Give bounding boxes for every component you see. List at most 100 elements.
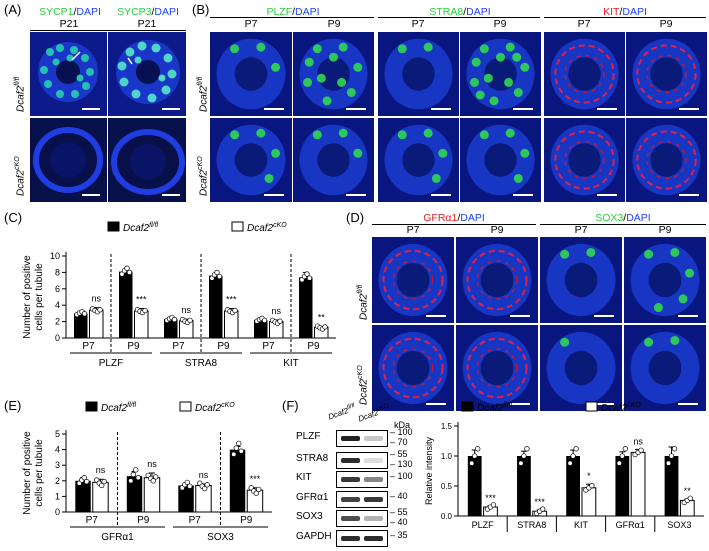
micrograph-d-sox3-p9-flfl bbox=[624, 237, 706, 323]
chart-e-dot-flfl-GFRα1-P9-0 bbox=[128, 478, 134, 484]
chart-f-dot-flfl-SOX3-2 bbox=[671, 446, 678, 452]
chart-e-sig-SOX3-P9: *** bbox=[250, 474, 261, 484]
chart-c-dot-flfl-KIT-P7-3 bbox=[261, 317, 268, 324]
chart-f-dot-flfl-GFRα1-0 bbox=[616, 460, 622, 466]
chart-c-tp-KIT-P9: P9 bbox=[307, 341, 320, 352]
chart-e-tp-GFRα1-P9: P9 bbox=[137, 515, 150, 526]
panel-d-rule-1 bbox=[372, 224, 536, 225]
chart-e-sig-SOX3-P7: ns bbox=[199, 470, 209, 480]
chart-e-dot-cko-GFRα1-P7-3 bbox=[101, 478, 107, 485]
blot-strip-5 bbox=[336, 530, 388, 547]
chart-f-dot-cko-GFRα1-2 bbox=[638, 447, 644, 453]
chart-f-ylabel: Relative intensity bbox=[424, 436, 434, 505]
chart-c-sig-STRA8-P7: ns bbox=[181, 305, 191, 315]
blot-label-1: STRA8 bbox=[296, 453, 329, 464]
blot-marker-2: – 55 bbox=[390, 449, 408, 459]
chart-f-dot-flfl-GFRα1-1 bbox=[619, 453, 625, 459]
chart-e-dot-flfl-SOX3-P9-1 bbox=[233, 445, 239, 451]
panel-label-c: (C) bbox=[4, 210, 23, 225]
panel-d-header-sox3: SOX3/DAPI bbox=[595, 212, 651, 224]
chart-f-dot-flfl-PLZF-1 bbox=[472, 453, 478, 459]
panel-b-rule-3 bbox=[544, 17, 706, 18]
chart-e-sig-GFRα1-P7: ns bbox=[96, 465, 106, 475]
panel-b-header-plzf: PLZF/DAPI bbox=[266, 6, 320, 18]
micrograph-d-sox3-p7-flfl bbox=[540, 237, 622, 323]
chart-e-ytick-label-5: 5 bbox=[55, 429, 60, 439]
chart-e-dot-cko-SOX3-P7-3 bbox=[204, 482, 210, 488]
chart-f-xlabel-SOX3: SOX3 bbox=[667, 520, 691, 530]
chart-e-legend-swatch-cko bbox=[179, 401, 192, 412]
panel-b-row-label-flfl: Dcaf2fl/fl bbox=[197, 76, 210, 112]
panel-b-tp-6: P9 bbox=[659, 18, 673, 30]
chart-f-dot-flfl-STRA8-0 bbox=[518, 460, 524, 466]
panel-b-rule-1 bbox=[210, 17, 374, 18]
chart-f-ytick-label-2: 1.0 bbox=[441, 452, 453, 461]
chart-e-sig-GFRα1-P9: ns bbox=[147, 459, 157, 469]
chart-e-dot-cko-GFRα1-P7-2 bbox=[99, 482, 105, 489]
chart-f-legend-flfl: Dcaf2fl/fl bbox=[477, 402, 513, 414]
micrograph-a-sycp1-cko bbox=[30, 118, 107, 202]
chart-f-ytick-label-3: 1.5 bbox=[441, 422, 453, 431]
chart-f-legend-swatch-cko bbox=[585, 401, 598, 412]
chart-f-dot-flfl-STRA8-1 bbox=[521, 453, 527, 459]
chart-e-tp-SOX3-P7: P7 bbox=[189, 515, 202, 526]
chart-c-bar-flfl-KIT-P9 bbox=[299, 277, 313, 338]
chart-c-bar-cko-STRA8-P9 bbox=[224, 310, 239, 339]
panel-a-timepoint-1: P21 bbox=[59, 18, 79, 30]
chart-c-dot-cko-KIT-P9-3 bbox=[322, 324, 328, 330]
chart-f-dot-flfl-STRA8-2 bbox=[524, 446, 530, 452]
panel-b-header-stra8: STRA8/DAPI bbox=[429, 6, 491, 18]
chart-f-legend-swatch-flfl bbox=[461, 401, 474, 412]
chart-f-dot-flfl-PLZF-0 bbox=[469, 460, 475, 466]
blot-label-5: GAPDH bbox=[296, 531, 332, 542]
chart-f-bar-flfl-GFRα1 bbox=[615, 456, 630, 516]
chart-c-ytick-label-0: 0 bbox=[55, 333, 60, 343]
blot-strip-1 bbox=[336, 452, 388, 469]
micrograph-b-plzf-p9-flfl bbox=[293, 32, 374, 116]
chart-e-bar-flfl-GFRα1-P7 bbox=[75, 480, 91, 512]
chart-c-bar-flfl-PLZF-P9 bbox=[119, 271, 133, 338]
panel-label-e: (E) bbox=[4, 398, 22, 413]
micrograph-b-plzf-p7-cko bbox=[210, 118, 292, 202]
chart-f-sig-STRA8: *** bbox=[534, 497, 545, 507]
chart-e-ylabel: Number of positivecells per tubule bbox=[22, 431, 45, 515]
panel-a-timepoint-2: P21 bbox=[137, 18, 157, 30]
blot-marker-5: – 40 bbox=[390, 491, 408, 501]
blot-marker-7: – 40 bbox=[390, 517, 408, 527]
panel-label-d: (D) bbox=[346, 210, 365, 225]
panel-a-row-label-cko: Dcaf2cKO bbox=[14, 156, 27, 196]
chart-f-dot-flfl-GFRα1-2 bbox=[622, 446, 628, 452]
chart-c-bar-flfl-STRA8-P9 bbox=[209, 275, 223, 338]
chart-f-ytick-label-0: 0.0 bbox=[441, 512, 453, 521]
chart-e-bar-flfl-SOX3-P7 bbox=[178, 485, 194, 512]
chart-f-bar-flfl-STRA8 bbox=[517, 456, 531, 516]
chart-f-dot-flfl-KIT-1 bbox=[570, 453, 576, 459]
chart-e-dot-flfl-SOX3-P7-2 bbox=[184, 479, 190, 486]
chart-c-ytick-label-4: 8 bbox=[55, 267, 60, 277]
chart-f-sig-KIT: * bbox=[587, 471, 591, 481]
chart-c-dot-flfl-PLZF-P9-3 bbox=[126, 269, 133, 276]
chart-e-tp-GFRα1-P7: P7 bbox=[86, 515, 99, 526]
micrograph-b-stra8-p7-cko bbox=[378, 118, 459, 202]
chart-c-legend-swatch-cko bbox=[231, 221, 244, 232]
chart-c-group-label-KIT: KIT bbox=[283, 358, 299, 369]
chart-e-dot-flfl-GFRα1-P7-2 bbox=[81, 475, 87, 481]
chart-f-xlabel-STRA8: STRA8 bbox=[517, 520, 546, 530]
chart-f-dot-flfl-PLZF-2 bbox=[475, 446, 481, 452]
panel-b-tp-2: P9 bbox=[327, 18, 341, 30]
micrograph-b-kit-p7-cko bbox=[544, 118, 625, 202]
kda-label: kDa bbox=[394, 420, 411, 430]
blot-label-0: PLZF bbox=[296, 431, 321, 442]
panel-b-tp-5: P7 bbox=[577, 18, 591, 30]
chart-c-tp-KIT-P7: P7 bbox=[262, 341, 275, 352]
chart-c-dot-flfl-STRA8-P7-3 bbox=[171, 316, 178, 323]
panel-d-rule-2 bbox=[540, 224, 706, 225]
micrograph-b-stra8-p7-flfl bbox=[378, 32, 459, 116]
chart-e-legend-cko: Dcaf2cKO bbox=[195, 402, 235, 414]
micrograph-b-stra8-p9-cko bbox=[460, 118, 541, 202]
chart-f-dot-cko-KIT-2 bbox=[589, 482, 595, 489]
micrograph-a-sycp3-flfl bbox=[108, 32, 186, 116]
panel-d-tp-4: P9 bbox=[658, 224, 672, 236]
chart-c-tp-PLZF-P7: P7 bbox=[82, 341, 95, 352]
panel-a-header-2: SYCP3/DAPI bbox=[117, 6, 179, 18]
